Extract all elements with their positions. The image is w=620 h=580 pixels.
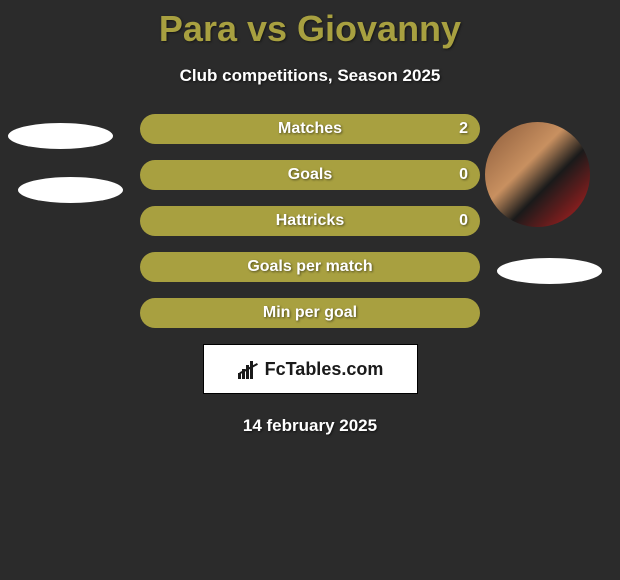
stat-value-right: 0 xyxy=(459,166,468,184)
logo: FcTables.com xyxy=(203,344,418,394)
bar-chart-icon xyxy=(237,359,259,379)
logo-text: FcTables.com xyxy=(265,359,384,380)
stat-label: Matches xyxy=(278,120,342,138)
date: 14 february 2025 xyxy=(0,416,620,436)
stat-label: Min per goal xyxy=(263,304,357,322)
stat-value-right: 2 xyxy=(459,120,468,138)
stat-label: Goals per match xyxy=(247,258,372,276)
stat-label: Goals xyxy=(288,166,332,184)
page-title: Para vs Giovanny xyxy=(0,0,620,50)
stat-row: Goals 0 xyxy=(140,160,480,190)
stats-list: Matches 2 Goals 0 Hattricks 0 Goals per … xyxy=(0,114,620,328)
stat-row: Hattricks 0 xyxy=(140,206,480,236)
stat-label: Hattricks xyxy=(276,212,344,230)
stat-row: Goals per match xyxy=(140,252,480,282)
subtitle: Club competitions, Season 2025 xyxy=(0,66,620,86)
stat-row: Matches 2 xyxy=(140,114,480,144)
stat-value-right: 0 xyxy=(459,212,468,230)
stat-row: Min per goal xyxy=(140,298,480,328)
